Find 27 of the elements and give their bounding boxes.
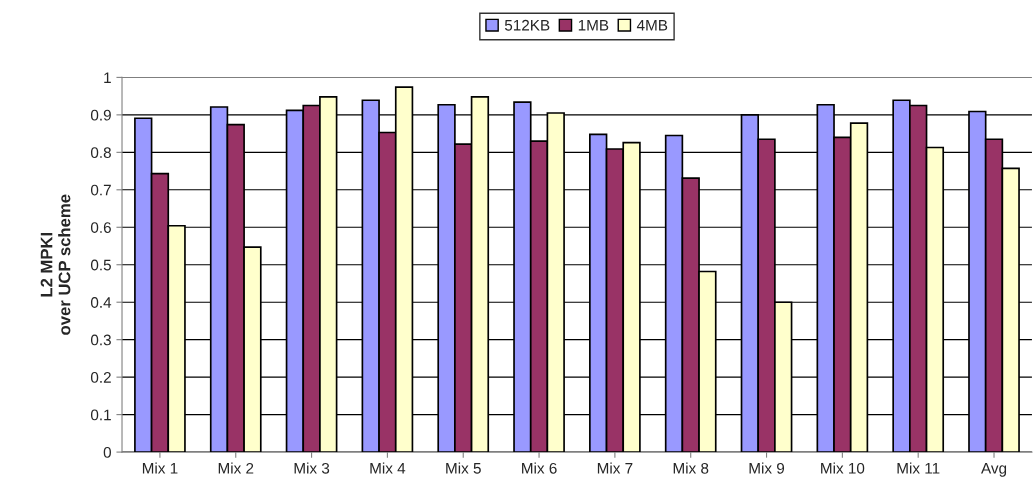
x-tick-label: Mix 1 — [142, 462, 178, 474]
x-tick-label: Mix 2 — [218, 462, 254, 474]
y-tick-label: 0.7 — [90, 184, 111, 196]
y-tick-label: 0 — [103, 446, 111, 458]
legend-label: 512KB — [504, 19, 550, 31]
legend-label: 4MB — [636, 20, 668, 31]
x-tick-label: Mix 8 — [673, 462, 709, 474]
y-tick-label: 0.3 — [90, 334, 111, 346]
y-tick-label: 0.4 — [90, 297, 112, 308]
x-tick-label: Mix 4 — [370, 462, 406, 474]
x-tick-label: Avg — [981, 463, 1007, 477]
y-tick-label: 0.6 — [90, 222, 111, 233]
x-tick-label: Mix 3 — [294, 462, 330, 474]
x-tick-label: Mix 7 — [597, 462, 633, 474]
x-tick-label: Mix 10 — [821, 462, 865, 474]
y-tick-label: 0.8 — [90, 147, 111, 159]
y-tick-label: 0.5 — [90, 259, 111, 271]
x-tick-label: Mix 9 — [749, 462, 785, 474]
x-tick-label: Mix 6 — [522, 462, 557, 474]
legend-label: 1MB — [578, 20, 609, 31]
y-axis-title: L2 MPKI over UCP scheme — [40, 194, 71, 335]
y-tick-label: 1 — [104, 72, 111, 83]
x-tick-label: Mix 11 — [897, 462, 940, 474]
y-tick-label: 0.1 — [90, 409, 111, 421]
y-tick-label: 0.2 — [90, 372, 111, 383]
y-tick-label: 0.9 — [90, 109, 111, 121]
x-tick-label: Mix 5 — [446, 462, 481, 474]
